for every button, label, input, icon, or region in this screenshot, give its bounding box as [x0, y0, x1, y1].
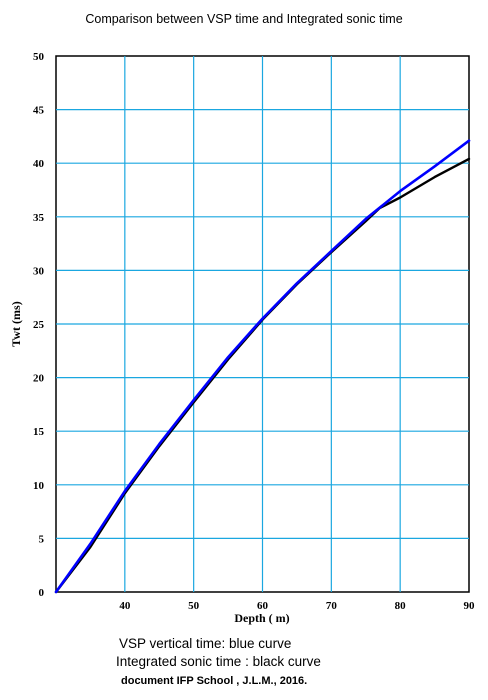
- x-tick-label: 50: [188, 600, 200, 612]
- y-tick-label: 40: [33, 158, 45, 170]
- caption-sonic: Integrated sonic time : black curve: [116, 654, 321, 669]
- x-tick-label: 80: [395, 600, 407, 612]
- chart-title: Comparison between VSP time and Integrat…: [85, 12, 403, 26]
- tick-labels: 40 50 60 70 80 90 0 5 10 15 20 25 30 35 40 45 50: [33, 51, 475, 612]
- y-tick-label: 25: [33, 319, 45, 331]
- x-tick-label: 70: [326, 600, 338, 612]
- y-tick-label: 15: [33, 426, 45, 438]
- y-axis-label: Twt (ms): [9, 301, 23, 346]
- y-tick-label: 35: [33, 212, 45, 224]
- y-tick-label: 10: [33, 480, 45, 492]
- y-tick-label: 30: [33, 265, 45, 277]
- x-tick-label: 90: [464, 600, 476, 612]
- y-tick-label: 45: [33, 105, 45, 117]
- y-tick-label: 20: [33, 373, 45, 385]
- x-tick-label: 40: [119, 600, 131, 612]
- caption-vsp: VSP vertical time: blue curve: [119, 636, 292, 651]
- y-tick-label: 50: [33, 51, 45, 63]
- y-tick-label: 5: [39, 533, 45, 545]
- series-group: [54, 139, 471, 594]
- x-tick-label: 60: [257, 600, 269, 612]
- caption-source: document IFP School , J.L.M., 2016.: [121, 675, 308, 687]
- grid: [56, 56, 469, 592]
- y-tick-label: 0: [39, 587, 45, 599]
- x-axis-label: Depth ( m): [234, 611, 289, 625]
- series-line-vsp: [54, 139, 471, 594]
